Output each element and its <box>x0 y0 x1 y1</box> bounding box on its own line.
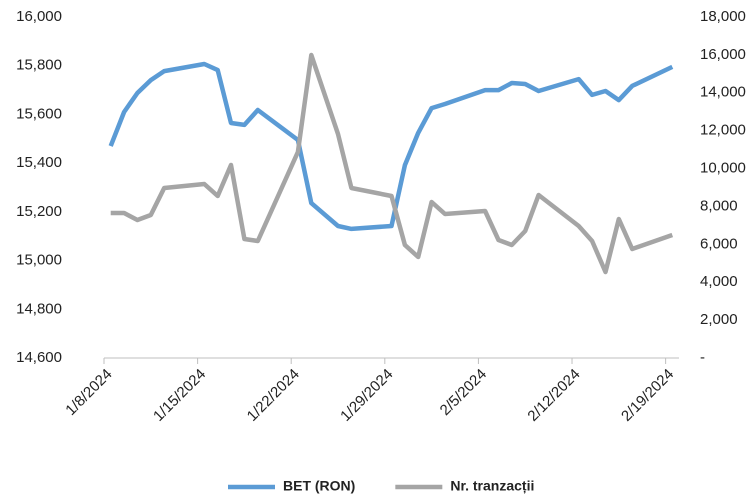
series-line <box>108 61 674 232</box>
y2-tick-label: 4,000 <box>700 273 738 290</box>
y2-tick-label: - <box>700 349 705 366</box>
y-tick-label: 15,200 <box>16 203 62 220</box>
series-line <box>110 52 674 275</box>
legend-label: Nr. tranzacții <box>450 478 534 494</box>
y-tick-label: 15,600 <box>16 105 62 122</box>
y-tick-label: 14,800 <box>16 300 62 317</box>
x-tick-label: 1/8/2024 <box>62 366 115 419</box>
y2-tick-label: 2,000 <box>700 311 738 328</box>
x-tick-label: 1/29/2024 <box>337 366 396 425</box>
y2-tick-label: 16,000 <box>700 46 746 63</box>
x-tick-label: 2/5/2024 <box>437 366 490 419</box>
x-tick-label: 1/15/2024 <box>150 366 209 425</box>
y-tick-label: 16,000 <box>16 8 62 25</box>
legend-label: BET (RON) <box>283 478 355 494</box>
y2-tick-label: 8,000 <box>700 197 738 214</box>
x-tick-label: 2/12/2024 <box>524 366 583 425</box>
x-tick-label: 1/22/2024 <box>244 366 303 425</box>
y2-tick-label: 10,000 <box>700 160 746 177</box>
y-tick-label: 14,600 <box>16 349 62 366</box>
y-tick-label: 15,400 <box>16 154 62 171</box>
y2-tick-label: 14,000 <box>700 84 746 101</box>
y-tick-label: 15,000 <box>16 252 62 269</box>
y2-tick-label: 18,000 <box>700 8 746 25</box>
y-tick-label: 15,800 <box>16 57 62 74</box>
y2-tick-label: 6,000 <box>700 235 738 252</box>
x-tick-label: 2/19/2024 <box>618 366 677 425</box>
y2-tick-label: 12,000 <box>700 122 746 139</box>
